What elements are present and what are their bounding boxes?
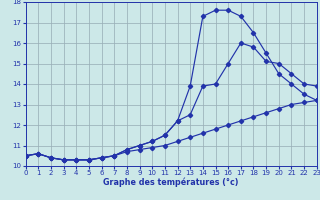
X-axis label: Graphe des températures (°c): Graphe des températures (°c) [103, 178, 239, 187]
